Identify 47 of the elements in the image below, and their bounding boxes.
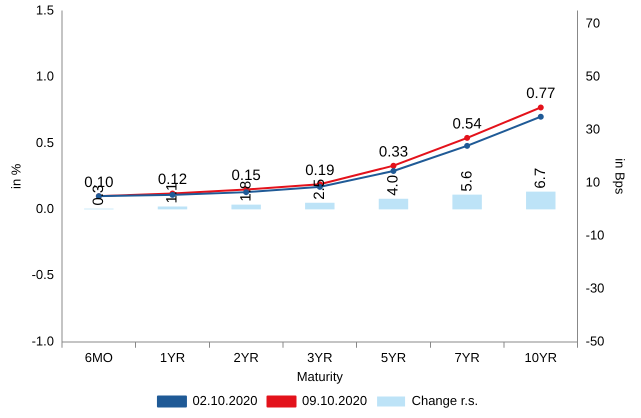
y-tick-label: -1.0 bbox=[32, 333, 54, 348]
y2-axis-title: in Bps bbox=[612, 158, 628, 195]
data-label: 2.5 bbox=[310, 178, 328, 200]
data-label: 0.33 bbox=[378, 143, 408, 160]
y-tick-label: 0.0 bbox=[36, 200, 54, 216]
y-tick-label: 1.5 bbox=[36, 2, 54, 18]
bar bbox=[231, 204, 261, 210]
data-label: 1.1 bbox=[164, 182, 181, 204]
data-label: 5.6 bbox=[458, 170, 476, 192]
y2-tick-label: 30 bbox=[586, 122, 600, 137]
y-tick-label: 0.5 bbox=[36, 134, 54, 150]
point bbox=[538, 114, 544, 120]
data-label: 4.0 bbox=[384, 174, 402, 196]
y2-tick-label: -10 bbox=[586, 227, 604, 242]
bar bbox=[158, 206, 188, 210]
point bbox=[538, 104, 544, 110]
y2-tick-label: -30 bbox=[586, 280, 604, 296]
bar bbox=[378, 198, 408, 210]
y2-tick-label: -50 bbox=[586, 333, 604, 348]
x-axis-title: Maturity bbox=[296, 368, 344, 384]
legend-label: 09.10.2020 bbox=[302, 393, 368, 408]
y2-tick-label: 10 bbox=[586, 174, 600, 190]
data-label: 6.7 bbox=[532, 168, 549, 189]
legend-label: 02.10.2020 bbox=[192, 393, 258, 408]
bar bbox=[305, 202, 335, 210]
legend-label: Change r.s. bbox=[412, 393, 478, 408]
point bbox=[390, 168, 396, 174]
y2-tick-label: 50 bbox=[586, 68, 600, 84]
x-tick-label: 2YR bbox=[234, 350, 259, 366]
x-tick-label: 5YR bbox=[380, 350, 406, 366]
x-tick-label: 3YR bbox=[307, 350, 332, 366]
point bbox=[464, 134, 470, 141]
point bbox=[464, 142, 470, 149]
data-label: 0.54 bbox=[452, 116, 482, 133]
x-tick-label: 7YR bbox=[454, 350, 480, 366]
x-tick-label: 6MO bbox=[84, 350, 113, 366]
y-axis-title: in % bbox=[8, 163, 24, 189]
y-tick-label: 1.0 bbox=[36, 68, 54, 84]
x-tick-label: 1YR bbox=[160, 350, 186, 366]
bar bbox=[452, 194, 482, 210]
point bbox=[390, 162, 396, 169]
data-label: 0.77 bbox=[526, 85, 556, 102]
y2-tick-label: 70 bbox=[586, 16, 600, 31]
y-tick-label: -0.5 bbox=[32, 267, 54, 282]
x-tick-label: 10YR bbox=[524, 350, 558, 366]
bar bbox=[526, 192, 556, 210]
data-label: 0.19 bbox=[305, 162, 334, 179]
